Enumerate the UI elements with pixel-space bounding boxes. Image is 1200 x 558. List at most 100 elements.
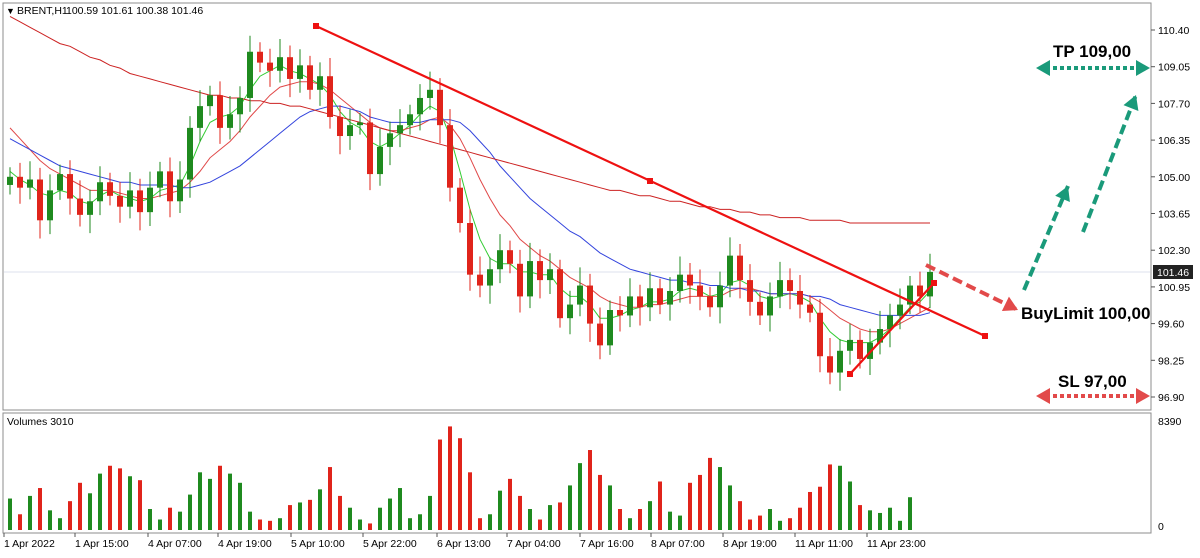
take-profit-range-arrow-left-head [1036, 60, 1050, 76]
candle-body [787, 280, 793, 291]
candle [107, 172, 113, 206]
candle-body [67, 174, 73, 199]
candle [357, 112, 363, 135]
volume-bar [28, 495, 32, 530]
time-tick-label: 4 Apr 07:00 [148, 538, 202, 550]
trendline-handle[interactable] [982, 333, 988, 339]
time-axis[interactable]: 1 Apr 2022 1 Apr 15:00 4 Apr 07:00 4 Apr 19… [3, 533, 926, 550]
trendline-handle[interactable] [313, 23, 319, 29]
candle-body [237, 97, 243, 115]
support-trendline[interactable] [849, 282, 935, 375]
candle [567, 290, 573, 335]
volume-bar [738, 501, 742, 530]
candle-body [187, 127, 193, 180]
candle [57, 164, 63, 200]
volume-bar [608, 485, 612, 530]
last-price-label: 101.46 [1157, 267, 1189, 279]
volume-bar [758, 515, 762, 530]
candle-body [367, 122, 373, 175]
candle-body [907, 285, 913, 305]
trendline-handle[interactable] [847, 371, 853, 377]
volume-bar [868, 510, 872, 530]
candle [707, 286, 713, 317]
volume-bar [138, 480, 142, 530]
candle [117, 181, 123, 223]
candle [147, 171, 153, 227]
time-tick-label: 5 Apr 22:00 [363, 538, 417, 550]
candle [837, 339, 843, 391]
price-axis[interactable]: 110.40 109.05 107.70 106.35 105.00 103.65 102.… [1151, 25, 1190, 404]
candle-body [27, 179, 33, 188]
candle [167, 157, 173, 218]
volume-bar [378, 507, 382, 530]
candle-body [117, 195, 123, 207]
candle-body [267, 62, 273, 71]
take-profit-label: TP 109,00 [1053, 42, 1131, 61]
moving-average-line [9, 15, 930, 224]
bullish-forecast-arrow-2 [1081, 94, 1138, 233]
time-tick-label: 11 Apr 11:00 [795, 538, 853, 550]
volume-bar [358, 519, 362, 530]
candle [697, 269, 703, 311]
candle-body [227, 114, 233, 128]
pullback-arrow [925, 263, 1019, 312]
volume-bar [18, 514, 22, 530]
candle [97, 166, 103, 216]
buy-limit-label: BuyLimit 100,00 [1021, 304, 1150, 323]
price-tick-label: 98.25 [1158, 355, 1184, 367]
volume-bar [58, 518, 62, 530]
chart-menu-arrow-icon[interactable]: ▼ [6, 6, 15, 16]
time-tick-label: 1 Apr 2022 [4, 538, 55, 550]
candle-body [37, 179, 43, 221]
volume-bar [908, 497, 912, 530]
volume-bar [808, 491, 812, 530]
candle [847, 323, 853, 365]
candle [597, 307, 603, 360]
candle-body [437, 89, 443, 126]
candle-body [837, 350, 843, 373]
candle-body [507, 250, 513, 264]
candle [207, 85, 213, 116]
stop-loss-range-arrow-left-head [1036, 388, 1050, 404]
volume-bar [188, 494, 192, 530]
candle-body [357, 122, 363, 126]
candle-body [47, 190, 53, 221]
candle-body [87, 201, 93, 215]
candle-body [627, 296, 633, 316]
candle-body [377, 146, 383, 175]
candle [127, 172, 133, 219]
candle-body [667, 290, 673, 305]
volume-bar [158, 519, 162, 530]
moving-average-line [9, 105, 931, 316]
candle [747, 264, 753, 316]
candle [647, 272, 653, 322]
volume-bar [728, 485, 732, 530]
volume-panel[interactable] [2, 412, 1152, 534]
volume-bar [248, 511, 252, 530]
trendline-handle[interactable] [647, 178, 653, 184]
candle [767, 282, 773, 332]
price-panel[interactable] [2, 2, 1152, 411]
candle-body [647, 288, 653, 308]
candle-body [917, 285, 923, 297]
candle-body [167, 171, 173, 202]
candle [397, 109, 403, 148]
candle [347, 109, 353, 150]
volume-bar [588, 450, 592, 530]
volumes-layer [8, 426, 912, 530]
candle [757, 292, 763, 325]
candle [817, 298, 823, 373]
volume-bar [598, 474, 602, 530]
candle-body [257, 51, 263, 63]
candle-body [567, 304, 573, 319]
trendline-handle[interactable] [931, 280, 937, 286]
candle-body [247, 51, 253, 98]
volume-bar [98, 473, 102, 530]
candle-body [397, 125, 403, 134]
candle [37, 167, 43, 239]
candle [77, 180, 83, 227]
volume-bar [218, 465, 222, 530]
candle-body [497, 250, 503, 270]
